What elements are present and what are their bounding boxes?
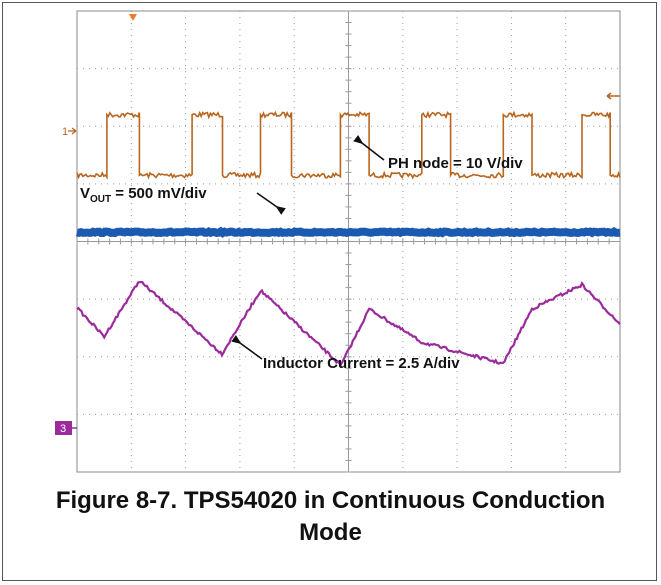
figure-caption-line1: Figure 8-7. TPS54020 in Continuous Condu… xyxy=(55,487,606,514)
inductor-current-arrow xyxy=(231,335,263,360)
figure-caption-line2: Mode xyxy=(299,519,362,546)
vout-arrow xyxy=(256,192,286,215)
ph-node-trace xyxy=(76,110,621,180)
vout-label: VOUT = 500 mV/div xyxy=(80,185,207,205)
ch3-marker-label: 3 xyxy=(60,423,66,435)
ch1-marker-arrow-icon xyxy=(68,127,77,135)
vout-label-prefix: V xyxy=(80,185,90,202)
trigger-level-arrow-icon xyxy=(606,92,620,100)
graticule xyxy=(76,10,621,473)
oscilloscope-plot: 1 3 PH node = 10 V/div VOUT = 500 mV/div… xyxy=(55,10,621,473)
inductor-current-label: Inductor Current = 2.5 A/div xyxy=(263,355,460,372)
vout-label-subscript: OUT xyxy=(90,194,111,205)
inductor-current-trace xyxy=(76,280,621,367)
ch1-marker-label: 1 xyxy=(62,126,68,138)
ph-node-arrow xyxy=(353,134,385,161)
trigger-marker-icon xyxy=(129,14,137,21)
ph-node-label: PH node = 10 V/div xyxy=(388,155,523,172)
ch3-marker-box xyxy=(55,421,72,435)
vout-trace xyxy=(76,226,621,238)
vout-label-suffix: = 500 mV/div xyxy=(111,185,207,202)
